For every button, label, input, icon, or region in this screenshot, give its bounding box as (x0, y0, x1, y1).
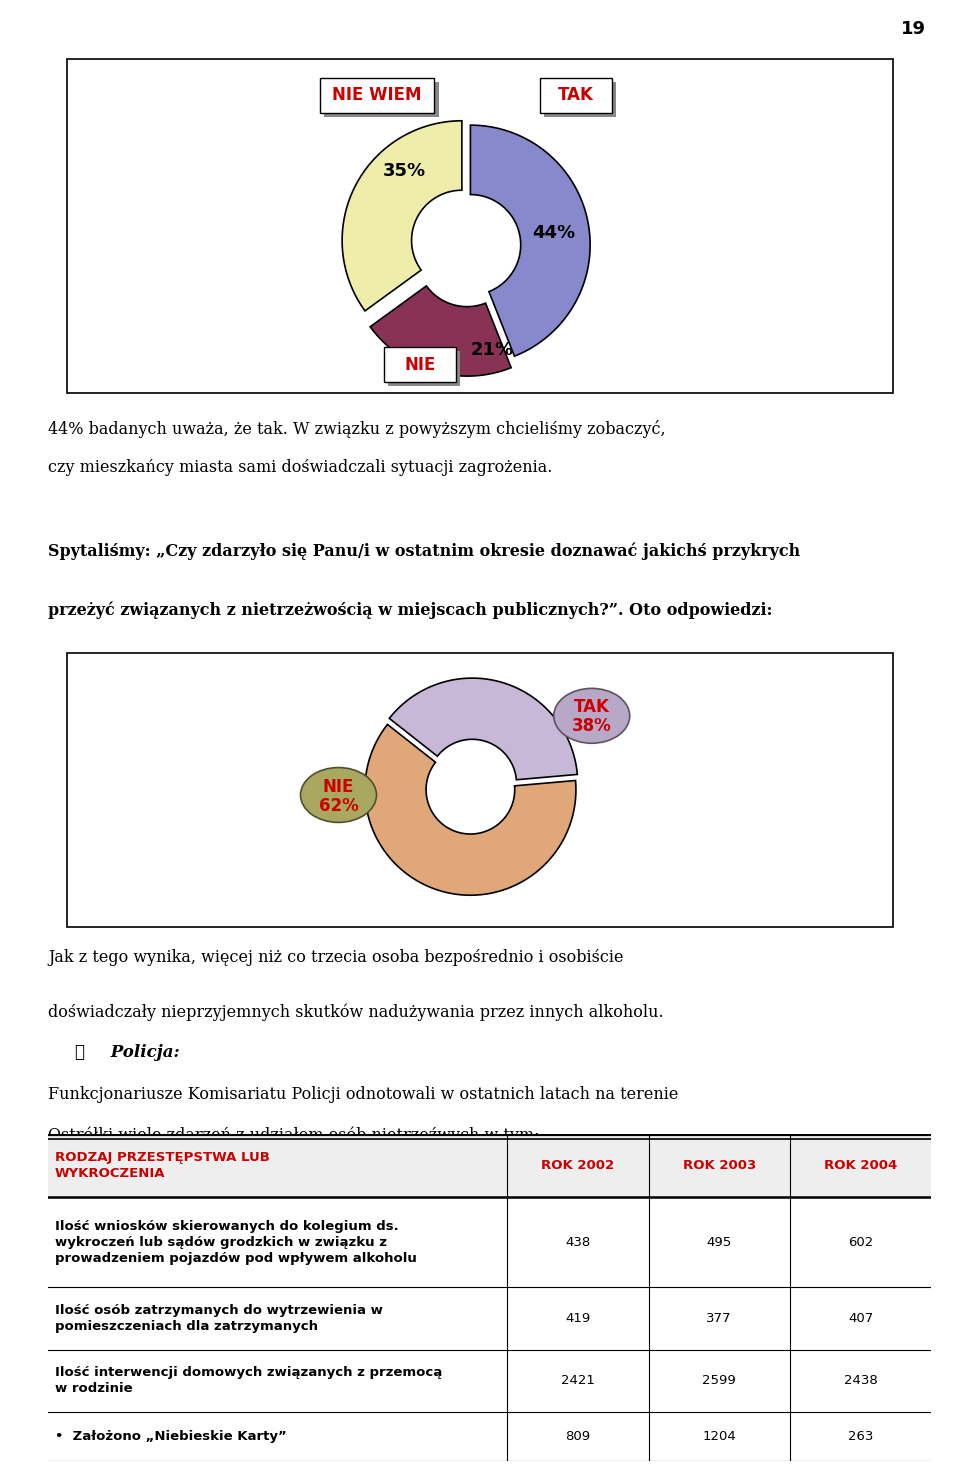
Text: 377: 377 (707, 1312, 732, 1324)
Ellipse shape (554, 688, 630, 743)
Text: NIE: NIE (323, 777, 354, 795)
Text: przeżyć związanych z nietrzeżwością w miejscach publicznych?”. Oto odpowiedzi:: przeżyć związanych z nietrzeżwością w mi… (48, 601, 773, 618)
Bar (389, 351, 460, 386)
Text: 602: 602 (848, 1235, 874, 1249)
Text: Ilość osób zatrzymanych do wytrzewienia w
pomieszczeniach dla zatrzymanych: Ilość osób zatrzymanych do wytrzewienia … (55, 1304, 383, 1333)
Polygon shape (371, 286, 511, 377)
Bar (48, 1350, 931, 1412)
Text: NIE WIEM: NIE WIEM (332, 86, 421, 104)
Text: ROK 2003: ROK 2003 (683, 1160, 756, 1172)
Text: 62%: 62% (319, 796, 358, 814)
Text: 495: 495 (707, 1235, 732, 1249)
Polygon shape (342, 120, 462, 311)
Text: 1204: 1204 (703, 1430, 736, 1443)
Text: ROK 2004: ROK 2004 (824, 1160, 898, 1172)
Text: TAK: TAK (558, 86, 593, 104)
Text: 35%: 35% (383, 162, 426, 179)
Text: Ostrółki wiele zdarzeń z udziałem osób nietrzeźwych w tym:: Ostrółki wiele zdarzeń z udziałem osób n… (48, 1127, 540, 1143)
Text: 44% badanych uważa, że tak. W związku z powyższym chcieliśmy zobaczyć,: 44% badanych uważa, że tak. W związku z … (48, 420, 665, 437)
Polygon shape (365, 724, 576, 896)
Text: RODZAJ PRZESTĘPSTWA LUB
WYKROCZENIA: RODZAJ PRZESTĘPSTWA LUB WYKROCZENIA (55, 1151, 270, 1180)
Bar (48, 1412, 931, 1461)
Bar (48, 1197, 931, 1287)
Text: •  Założono „Niebieskie Karty”: • Założono „Niebieskie Karty” (55, 1430, 287, 1443)
Text: doświadczały nieprzyjemnych skutków nadużywania przez innych alkoholu.: doświadczały nieprzyjemnych skutków nadu… (48, 1004, 663, 1022)
Bar (320, 77, 435, 113)
Text: ❖: ❖ (75, 1044, 84, 1060)
Text: 19: 19 (901, 19, 926, 37)
Text: 2421: 2421 (561, 1375, 595, 1388)
Bar (48, 1287, 931, 1350)
Text: 419: 419 (565, 1312, 590, 1324)
Text: 21%: 21% (470, 341, 514, 359)
Text: 407: 407 (848, 1312, 874, 1324)
Text: Spytaliśmy: „Czy zdarzyło się Panu/i w ostatnim okresie doznawać jakichś przykry: Spytaliśmy: „Czy zdarzyło się Panu/i w o… (48, 543, 801, 561)
Text: Policja:: Policja: (106, 1044, 180, 1060)
Text: czy mieszkańcy miasta sami doświadczali sytuacji zagrożenia.: czy mieszkańcy miasta sami doświadczali … (48, 460, 552, 476)
Text: ROK 2002: ROK 2002 (541, 1160, 614, 1172)
Text: NIE: NIE (404, 356, 436, 374)
Text: Funkcjonariusze Komisariatu Policji odnotowali w ostatnich latach na terenie: Funkcjonariusze Komisariatu Policji odno… (48, 1086, 679, 1103)
Text: Ilość wniosków skierowanych do kolegium ds.
wykroczeń lub sądów grodzkich w zwią: Ilość wniosków skierowanych do kolegium … (55, 1219, 417, 1265)
Text: Jak z tego wynika, więcej niż co trzecia osoba bezpośrednio i osobiście: Jak z tego wynika, więcej niż co trzecia… (48, 949, 623, 965)
Text: 2599: 2599 (703, 1375, 736, 1388)
Bar (540, 77, 612, 113)
Text: 263: 263 (848, 1430, 874, 1443)
Polygon shape (390, 678, 577, 780)
Bar (48, 1134, 931, 1197)
Text: 38%: 38% (572, 718, 612, 736)
Bar (324, 82, 439, 117)
Bar (544, 82, 616, 117)
Text: 44%: 44% (533, 224, 576, 242)
Bar (384, 347, 456, 383)
Text: 438: 438 (565, 1235, 590, 1249)
Text: TAK: TAK (574, 698, 610, 716)
Text: 2438: 2438 (844, 1375, 877, 1388)
Text: Ilość interwencji domowych związanych z przemocą
w rodzinie: Ilość interwencji domowych związanych z … (55, 1366, 443, 1396)
Polygon shape (470, 125, 590, 356)
Ellipse shape (300, 768, 376, 823)
Text: 809: 809 (565, 1430, 590, 1443)
